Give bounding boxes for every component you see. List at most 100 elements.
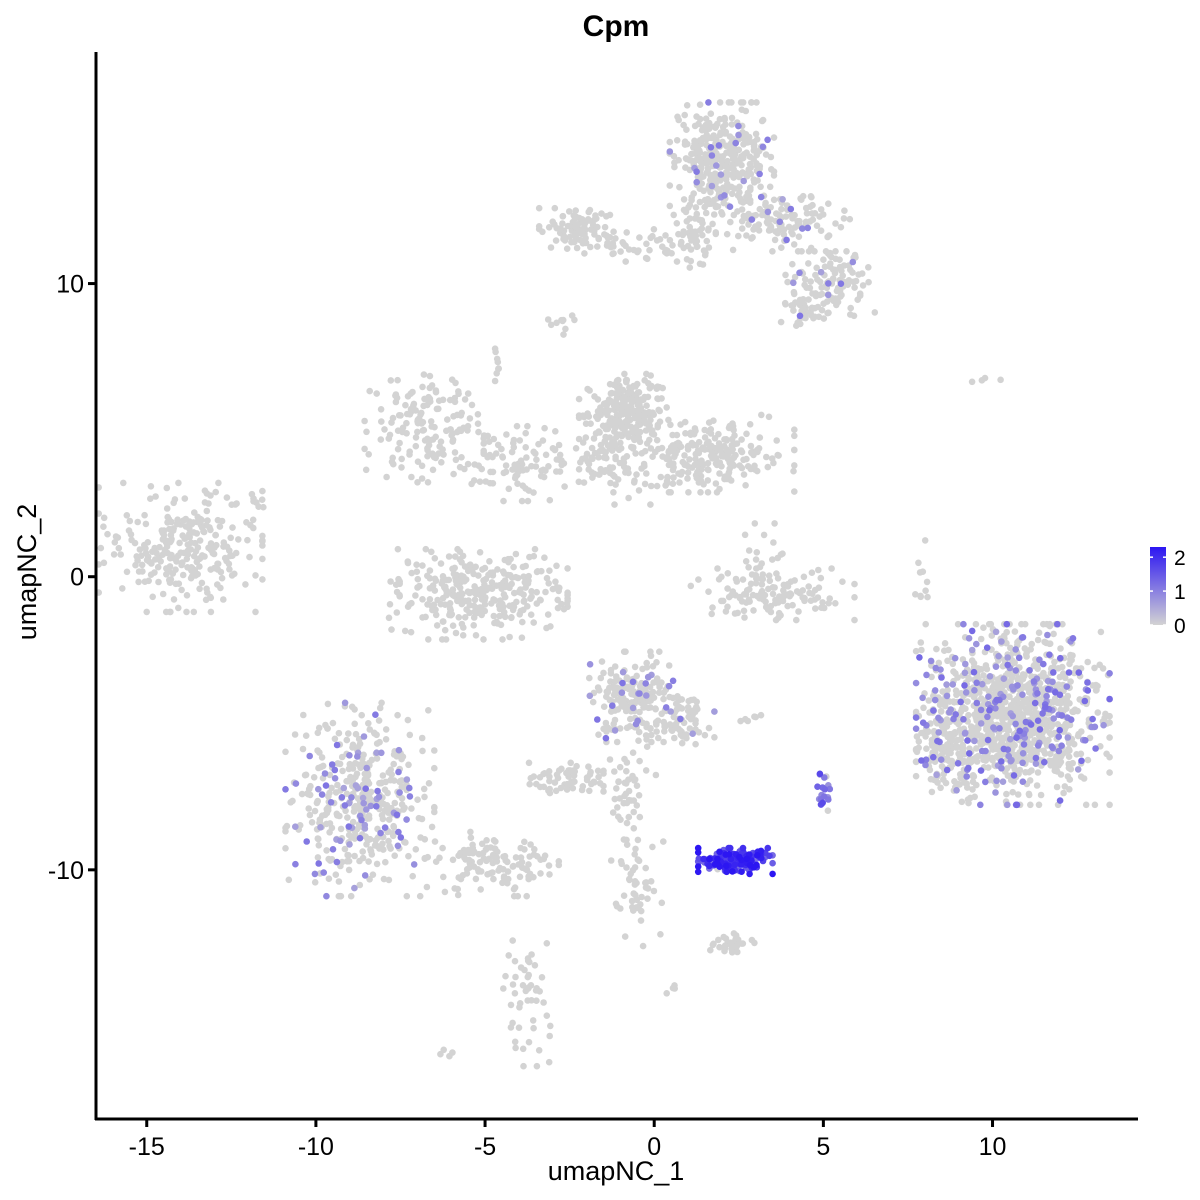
point-expressing [1040, 660, 1047, 668]
point-expressing [716, 848, 723, 856]
point [760, 596, 767, 603]
point-expressing [960, 620, 967, 628]
point [515, 1024, 523, 1031]
point-expressing [912, 725, 920, 732]
point [376, 704, 384, 712]
point [606, 418, 613, 425]
point [647, 445, 655, 452]
point [742, 482, 749, 489]
point [582, 434, 590, 441]
point [544, 316, 552, 323]
point [453, 580, 461, 588]
point [477, 610, 485, 617]
point [600, 703, 608, 710]
point [405, 852, 412, 860]
point [348, 775, 355, 783]
point [643, 402, 650, 410]
point [332, 789, 340, 796]
point [683, 734, 690, 742]
point [748, 99, 755, 106]
point [616, 459, 624, 467]
point [712, 480, 720, 487]
point-expressing [721, 192, 728, 199]
point [524, 603, 531, 610]
point [527, 611, 535, 618]
point [766, 183, 774, 191]
point [738, 940, 745, 947]
point [534, 853, 541, 860]
point [520, 598, 528, 605]
point [438, 459, 445, 466]
point [851, 594, 858, 601]
point [828, 565, 835, 572]
point [801, 281, 808, 289]
point-expressing [912, 679, 920, 687]
point [337, 825, 345, 833]
point [522, 584, 529, 591]
point [622, 258, 629, 265]
point [696, 137, 704, 144]
point [394, 376, 401, 384]
point [850, 312, 858, 320]
point [692, 232, 700, 239]
point [218, 574, 226, 582]
point [851, 580, 858, 588]
point-expressing [669, 677, 677, 685]
point [572, 445, 580, 452]
point [572, 207, 579, 214]
point [393, 753, 401, 760]
point-expressing [729, 868, 736, 875]
point-expressing [726, 844, 734, 852]
point-expressing [1012, 646, 1019, 653]
point [678, 739, 686, 747]
point [642, 254, 650, 262]
point [774, 451, 781, 459]
x-tick-label: -15 [129, 1133, 165, 1161]
point [200, 528, 207, 535]
point [712, 229, 720, 236]
point [763, 453, 770, 461]
point [448, 432, 455, 439]
point-expressing [331, 766, 339, 774]
point [825, 309, 832, 317]
point [383, 473, 390, 481]
point [769, 590, 777, 598]
point [841, 207, 848, 214]
point-expressing [354, 784, 362, 792]
point [1106, 734, 1113, 741]
colorbar-tick-label: 1 [1174, 581, 1186, 604]
point [705, 588, 712, 595]
point [753, 549, 761, 556]
point [715, 440, 723, 447]
point-expressing [1009, 712, 1016, 720]
point [626, 384, 633, 391]
point [610, 438, 618, 446]
point [710, 132, 717, 139]
point [707, 430, 715, 437]
point [396, 580, 404, 588]
point [426, 384, 434, 392]
point [1106, 769, 1113, 776]
point [951, 778, 958, 785]
point [259, 555, 266, 563]
point [530, 448, 537, 456]
point [388, 419, 395, 426]
point [419, 562, 426, 569]
point [223, 494, 231, 501]
point [746, 421, 754, 428]
point [259, 542, 266, 549]
point-expressing [1013, 801, 1021, 809]
point [428, 602, 435, 610]
point [306, 811, 314, 819]
point [378, 418, 385, 425]
point [159, 551, 166, 558]
point [779, 550, 786, 557]
point [629, 445, 637, 452]
point [837, 223, 845, 231]
point [454, 545, 461, 553]
point [781, 299, 789, 307]
point [915, 559, 922, 567]
point [542, 451, 550, 459]
point-expressing [931, 696, 939, 704]
point [623, 841, 631, 848]
